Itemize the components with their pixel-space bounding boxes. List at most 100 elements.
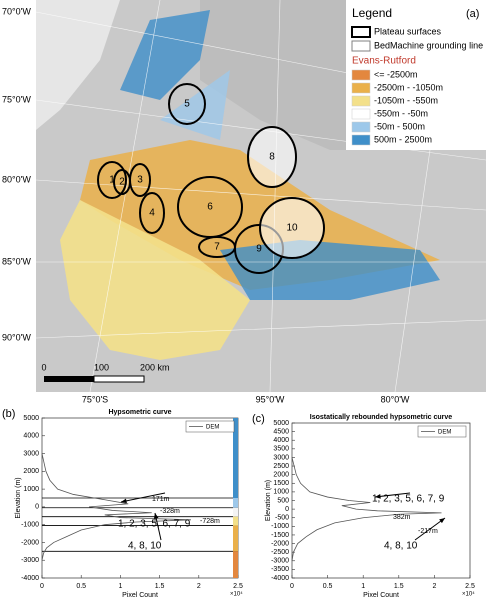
- x-axis-label: Pixel Count: [122, 592, 158, 599]
- annotation: -328m: [160, 508, 180, 515]
- legend-label: DEM: [206, 425, 219, 431]
- legend-label: <= -2500m: [374, 69, 418, 79]
- scale-bar: [44, 376, 94, 382]
- plateau-label: 8: [269, 152, 275, 163]
- legend-label: -2500m - -1050m: [374, 82, 443, 92]
- legend-box: [185, 420, 235, 433]
- series-line: [291, 457, 442, 561]
- plateau-outline: [247, 126, 297, 188]
- x-tick-label: 1: [118, 583, 122, 590]
- lat-label: 75°0'W: [2, 94, 31, 104]
- annotation: 171m: [152, 496, 170, 503]
- legend-swatch: [351, 95, 371, 107]
- annotation: 4, 8, 10: [128, 541, 162, 552]
- y-tick-label: -4000: [271, 575, 289, 582]
- y-tick-label: 4500: [273, 428, 289, 435]
- lat-label: 90°0'W: [2, 332, 31, 342]
- plot-area: [291, 422, 471, 579]
- x-tick-label: 0: [40, 583, 44, 590]
- y-tick-label: -500: [275, 515, 289, 522]
- lat-label: 70°0'W: [2, 6, 31, 16]
- y-tick-label: -3500: [271, 566, 289, 573]
- color-bar: [233, 498, 238, 508]
- plateau-label: 5: [184, 99, 190, 110]
- color-bar: [233, 516, 238, 526]
- annotation: -728m: [200, 518, 220, 525]
- legend-subtitle: Evans-Rutford: [352, 56, 416, 67]
- y-tick-label: 0: [285, 506, 289, 513]
- plateau-outline: [168, 83, 206, 125]
- arrow-head: [121, 498, 127, 504]
- x-tick-label: 0.5: [323, 583, 333, 590]
- legend-box: [417, 425, 467, 438]
- x-tick-label: 0: [290, 583, 294, 590]
- color-bar: [233, 551, 238, 578]
- y-axis-label: Elevation (m): [265, 480, 272, 521]
- region-mid: [60, 200, 250, 360]
- y-tick-label: -1000: [271, 523, 289, 530]
- arrow: [120, 492, 166, 503]
- y-tick-label: 1000: [23, 486, 39, 493]
- lat-label: 85°0'W: [2, 256, 31, 266]
- plateau-label: 1: [109, 175, 115, 186]
- panel-label: (a): [466, 8, 479, 20]
- y-tick-label: 5000: [273, 420, 289, 427]
- scale-label: 200 km: [140, 362, 170, 372]
- plateau-label: 10: [286, 223, 298, 234]
- lon-label: 80°0'W: [381, 394, 410, 404]
- plateau-outline: [139, 192, 165, 234]
- y-tick-label: -2000: [271, 540, 289, 547]
- x-tick-label: 2: [197, 583, 201, 590]
- legend-swatch: [351, 26, 371, 38]
- y-tick-label: 2000: [273, 472, 289, 479]
- y-tick-label: -1000: [21, 522, 39, 529]
- lat-label: 80°0'W: [2, 174, 31, 184]
- plateau-label: 9: [256, 244, 262, 255]
- color-bar: [233, 525, 238, 552]
- legend-label: -50m - 500m: [374, 121, 425, 131]
- legend-swatch: [351, 40, 371, 52]
- y-tick-label: 1500: [273, 480, 289, 487]
- legend-label: DEM: [438, 430, 451, 436]
- arrow-head: [153, 513, 159, 519]
- color-bar: [233, 418, 238, 498]
- legend-label: -550m - -50m: [374, 108, 428, 118]
- legend-swatch: [351, 108, 371, 120]
- legend-label: 500m - 2500m: [374, 134, 432, 144]
- y-tick-label: -2500: [271, 549, 289, 556]
- y-tick-label: 2500: [273, 463, 289, 470]
- lon-label: 95°0'W: [256, 394, 285, 404]
- y-tick-label: 4000: [23, 433, 39, 440]
- arrow-head: [375, 494, 381, 499]
- scale-label: 0: [41, 362, 46, 372]
- annotation: 4, 8, 10: [384, 541, 418, 552]
- x-tick-label: 1.5: [394, 583, 404, 590]
- annotation: 1, 2, 3, 5, 6, 7, 9: [118, 519, 191, 530]
- scale-label: 100: [94, 362, 109, 372]
- y-tick-label: 1000: [273, 489, 289, 496]
- y-tick-label: 2000: [23, 468, 39, 475]
- region-high: [120, 10, 210, 100]
- y-tick-label: -2000: [21, 539, 39, 546]
- arrow: [414, 517, 446, 541]
- annotation: 382m: [393, 514, 411, 521]
- plateau-label: 6: [207, 202, 213, 213]
- legend-label: BedMachine grounding line: [374, 40, 483, 50]
- annotation: -217m: [418, 528, 438, 535]
- series-line: [41, 453, 191, 561]
- x-multiplier: ×10⁴: [462, 591, 475, 598]
- legend: Legend (a) Plateau surfaces BedMachine grou…: [346, 0, 486, 150]
- legend-swatch: [351, 134, 371, 146]
- legend-label: Plateau surfaces: [374, 26, 442, 36]
- scale-bar: [93, 375, 145, 383]
- y-tick-label: -1500: [271, 532, 289, 539]
- legend-label: -1050m - -550m: [374, 95, 438, 105]
- ocean: [36, 0, 120, 130]
- lon-label: 75°0'S: [82, 394, 108, 404]
- legend-swatch: [351, 69, 371, 81]
- plateau-outline: [259, 197, 325, 259]
- x-tick-label: 2: [432, 583, 436, 590]
- x-tick-label: 1: [361, 583, 365, 590]
- panel-label: (b): [2, 408, 15, 420]
